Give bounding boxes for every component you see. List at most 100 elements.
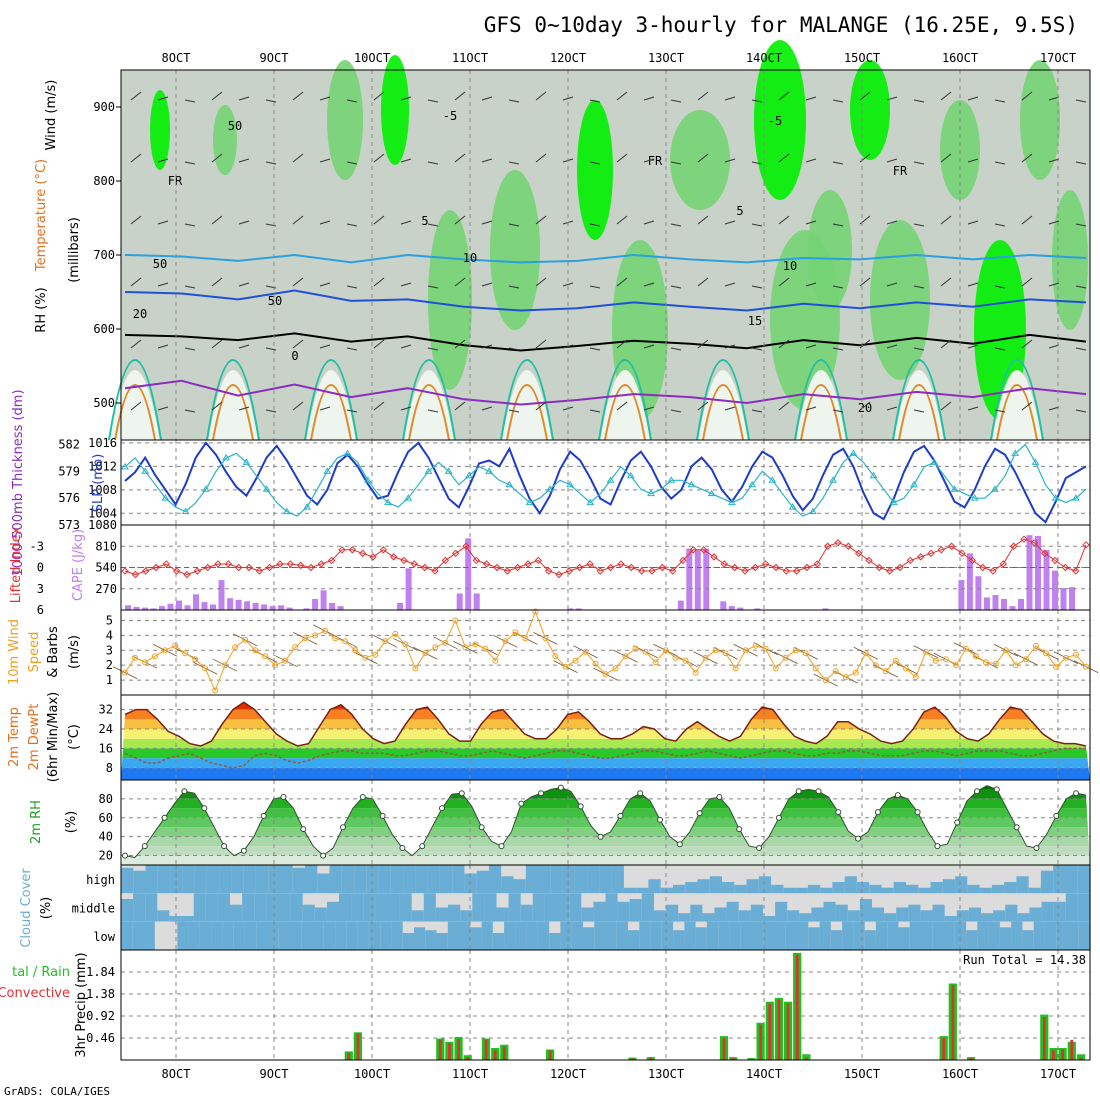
li-marker [730,563,739,572]
wind-speed-marker [132,654,138,661]
wind-barb-icon [967,344,979,349]
cape-bar [303,608,310,610]
cape-bar [218,580,225,610]
cape-bar [720,601,727,610]
precip-convective-bar [1052,1050,1055,1060]
wind-speed-marker [632,645,639,652]
cloud-cover-bar [470,927,483,950]
cloud-cover-bar [906,884,919,894]
wind-barb-icon [751,99,763,103]
wind-barb-icon [481,158,493,163]
x-tick-label-bottom: 17OCT [1040,1067,1076,1081]
cloud-cover-bar [354,865,367,894]
dewpt-axis-label: 2m DewPt [27,704,42,771]
wind-barb-icon [211,277,223,287]
cloud-cover-bar [666,904,679,922]
wind-barb-icon [805,158,817,163]
credit-label: GrADS: COLA/IGES [4,1085,110,1098]
wind-barb-icon [130,277,142,287]
thickness-marker [424,467,433,474]
wind-barb-icon [400,406,412,411]
cape-bar [1043,550,1050,610]
wind-barb-icon [319,96,331,101]
wind-barb-icon [832,99,844,103]
precip-convective-bar [438,1039,442,1060]
wind-barb-icon [994,223,1006,227]
li-marker [1082,541,1090,549]
slp-axis-label: SLP (mb) [91,454,106,513]
wind-barb-icon [643,406,655,411]
wind-barb-icon [832,347,844,351]
cloud-cover-bar [211,921,223,950]
cloud-cover-bar [583,927,595,950]
wind-barb-icon [859,339,871,349]
cloud-cover-bar [280,865,294,894]
cape-bar [227,598,234,610]
precip-convective-bar [777,999,781,1060]
rh-shading-area [381,55,409,165]
cape-bar [269,606,276,610]
li-marker [555,570,563,579]
cloud-cover-bar [616,921,629,950]
panel-rh-2m: 20 40 60 80 2m RH (%) [29,779,1091,866]
thickness-tick-label: 576 [58,491,80,505]
cloud-cover-bar [387,893,401,922]
cape-tick-label: 540 [95,561,117,575]
thickness-marker [525,498,534,506]
li-marker [379,546,388,554]
wind-speed-marker [472,641,479,648]
cloud-cover-bar [121,867,134,894]
li-marker [803,563,811,572]
wind-barb-icon [670,409,682,413]
wind-barb-icon [724,158,736,163]
wind-speed-marker [972,653,979,660]
wind-speed-marker [762,645,769,652]
cloud-cover-bar [1017,913,1030,922]
rh-shading-area [1052,190,1088,330]
rh-marker [974,788,980,795]
cloud-cover-bar [312,921,325,950]
dry-area [600,370,650,440]
y-tick-label: 700 [93,248,115,262]
cape-bar [822,608,829,610]
li-marker [493,563,501,572]
thickness-marker [545,485,554,492]
li-marker [896,563,904,572]
wind-barb-icon [886,158,898,163]
li-marker [131,570,140,579]
cloud-cover-bar [423,893,437,922]
wind-speed-marker [522,635,529,642]
cape-bar [142,607,148,610]
rh-marker [874,809,881,816]
wind-barb-icon [913,409,925,413]
li-marker [854,549,863,558]
cloud-cover-bar [481,921,494,950]
cloud-cover-bar [255,865,269,894]
contour-label: 5 [736,204,743,218]
cloud-cover-bar [339,893,352,922]
wind-barb-icon [130,401,142,411]
isotherm-20-line [794,359,848,441]
cloud-cover-bar [290,921,302,950]
cloud-cover-bar [520,904,534,922]
li-marker [813,560,822,568]
wind-speed-marker [322,627,329,634]
wind-barb-icon [670,223,682,227]
cloud-cover-bar [944,916,958,922]
thickness-marker [566,480,574,488]
cape-bar [201,602,208,610]
wind-barb-icon [346,99,358,103]
precip-convective-bar [768,1003,772,1060]
li-marker [224,560,233,568]
wind-barb-icon [238,158,250,163]
cloud-clear-cell [166,921,178,950]
li-marker [710,553,718,561]
cape-bar [983,597,990,610]
wind-barb-icon [1075,409,1087,413]
precip-tick-label: 1.38 [86,987,115,1001]
cloud-cover-bar [501,876,515,894]
cloud-axis-label: Cloud Cover [19,868,34,948]
wind-barb-icon [643,282,655,287]
li-marker [844,542,853,550]
li-marker [761,560,770,568]
